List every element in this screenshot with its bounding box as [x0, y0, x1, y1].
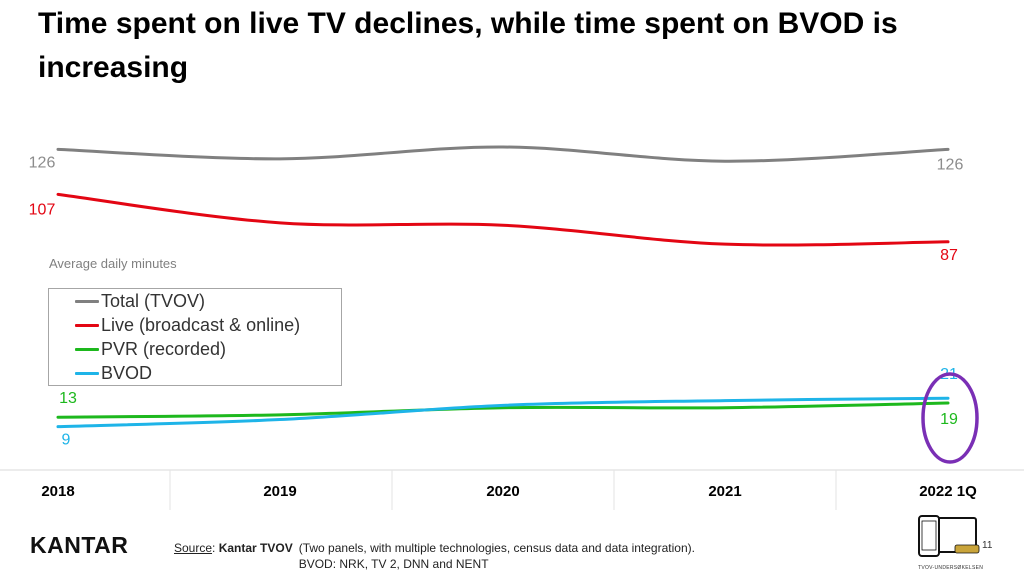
page-number: 11 — [982, 540, 993, 551]
legend-label-live: Live (broadcast & online) — [101, 314, 301, 335]
series-line-live — [56, 192, 950, 247]
page-title: Time spent on live TV declines, while ti… — [38, 7, 898, 84]
kantar-logo: KANTAR — [30, 532, 129, 558]
remote-icon — [954, 544, 980, 554]
legend-swatch-pvr — [75, 347, 99, 351]
source-label: Source — [174, 541, 213, 555]
source-detail-line1: (Two panels, with multiple technologies,… — [298, 541, 695, 555]
data-label-live: 87 — [940, 247, 958, 264]
legend-item-bvod: BVOD — [75, 361, 152, 385]
series-line-pvr — [56, 401, 950, 419]
data-label-pvr: 13 — [59, 390, 77, 407]
x-tick-label: 2019 — [263, 483, 296, 500]
legend-swatch-total — [75, 299, 99, 303]
legend-item-live: Live (broadcast & online) — [75, 313, 300, 337]
series-line-bvod — [56, 396, 950, 429]
chart-unit-label: Average daily minutes — [49, 256, 177, 271]
x-tick-label: 2022 1Q — [919, 483, 977, 500]
data-label-pvr: 19 — [940, 411, 958, 428]
x-tick-label: 2020 — [486, 483, 519, 500]
data-label-bvod: 9 — [62, 432, 71, 449]
legend-item-pvr: PVR (recorded) — [75, 337, 226, 361]
chart-legend: Total (TVOV) Live (broadcast & online) P… — [48, 288, 342, 386]
legend-label-bvod: BVOD — [101, 362, 153, 383]
data-label-live: 107 — [29, 201, 56, 218]
legend-swatch-live — [75, 323, 99, 327]
device-screen — [921, 520, 937, 551]
source-name: Kantar TVOV — [218, 541, 293, 555]
legend-label-pvr: PVR (recorded) — [101, 338, 227, 359]
data-label-total: 126 — [29, 154, 56, 171]
highlight-circle — [921, 372, 979, 464]
source-detail-line2: BVOD: NRK, TV 2, DNN and NENT — [298, 557, 489, 571]
device-icon — [918, 515, 980, 557]
source-note: Source: Kantar TVOV (Two panels, with mu… — [174, 541, 695, 571]
legend-label-total: Total (TVOV) — [101, 290, 206, 311]
series-line-total — [56, 145, 950, 163]
data-label-total: 126 — [937, 156, 964, 173]
legend-item-total: Total (TVOV) — [75, 289, 205, 313]
device-caption: TVOV-UNDERSØKELSEN — [918, 565, 984, 571]
x-tick-label: 2018 — [41, 483, 74, 500]
x-tick-label: 2021 — [708, 483, 741, 500]
legend-swatch-bvod — [75, 371, 99, 375]
